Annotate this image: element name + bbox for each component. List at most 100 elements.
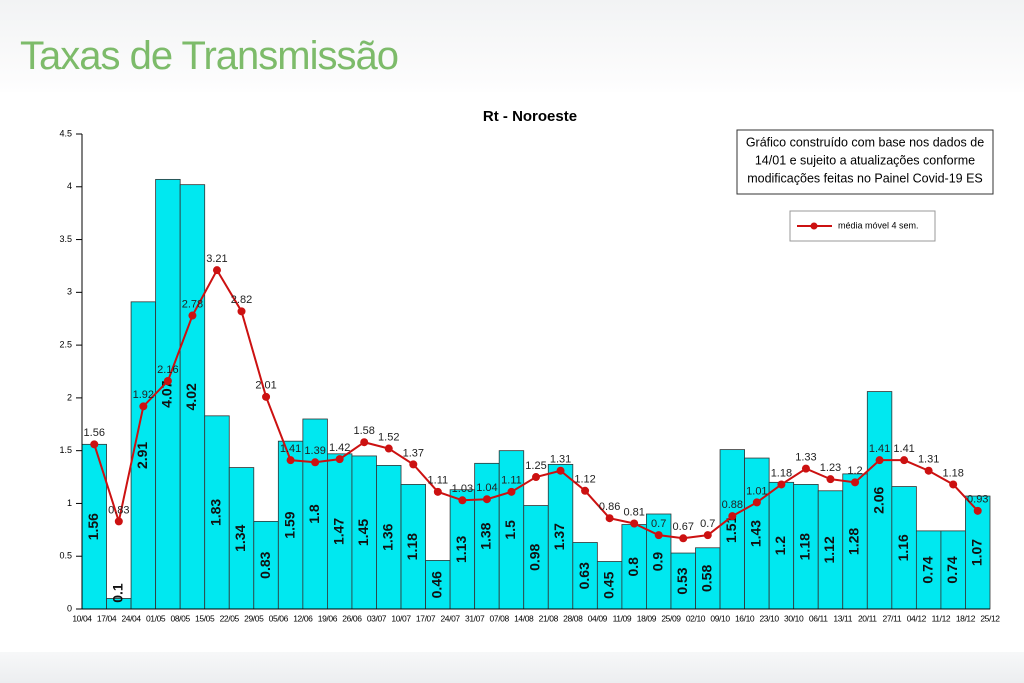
line-value-label: 1.25: [525, 460, 546, 472]
bar-value-label: 2.06: [870, 486, 886, 513]
x-tick-label: 10/07: [391, 613, 411, 623]
line-point: [900, 456, 909, 465]
bar-value-label: 0.45: [600, 571, 616, 598]
line-point: [679, 534, 688, 543]
bar: [523, 505, 549, 610]
bar-value-label: 0.9: [649, 552, 665, 572]
line-value-label: 0.7: [651, 518, 666, 530]
line-point: [556, 466, 565, 475]
bar-value-label: 0.83: [257, 551, 273, 578]
line-value-label: 1.58: [354, 425, 375, 437]
x-tick-label: 05/06: [269, 613, 289, 623]
bar: [179, 184, 206, 610]
line-value-label: 3.21: [206, 253, 227, 265]
bar-value-label: 1.45: [355, 519, 371, 546]
x-tick-label: 22/05: [220, 613, 240, 623]
line-point: [163, 377, 172, 385]
x-tick-label: 11/12: [932, 613, 951, 623]
bar: [572, 542, 598, 610]
x-tick-label: 16/10: [735, 613, 755, 623]
line-point: [384, 444, 393, 453]
bar-value-label: 1.83: [208, 499, 224, 526]
line-point: [409, 460, 418, 469]
line-point: [924, 466, 933, 475]
bar-value-label: 1.8: [306, 504, 322, 524]
line-point: [433, 487, 442, 496]
y-tick-label: 2.5: [59, 339, 72, 349]
bar-value-label: 0.63: [576, 562, 592, 589]
y-tick-label: 0.5: [59, 551, 72, 561]
line-value-label: 1.01: [746, 485, 767, 497]
y-tick-label: 3: [67, 287, 72, 297]
x-tick-label: 18/12: [956, 613, 976, 623]
bar-value-label: 1.07: [968, 539, 984, 566]
annotation-box: [736, 129, 994, 195]
y-tick-label: 3.5: [59, 234, 72, 244]
line-value-label: 1.42: [329, 442, 350, 454]
x-tick-label: 04/12: [907, 613, 927, 623]
y-tick-label: 1.5: [59, 445, 72, 455]
line-value-label: 0.81: [623, 506, 644, 518]
legend: [789, 210, 936, 242]
bar-value-label: 0.46: [429, 571, 445, 598]
line-value-label: 1.41: [893, 443, 914, 455]
line-value-label: 2.78: [182, 298, 203, 310]
line-point: [188, 311, 197, 320]
x-tick-label: 09/10: [710, 613, 730, 623]
line-point: [482, 495, 491, 504]
line-point: [90, 440, 99, 449]
bar-value-label: 1.16: [895, 534, 911, 561]
line-value-label: 1.18: [771, 467, 792, 479]
bar: [498, 450, 525, 610]
line-value-label: 1.12: [574, 474, 595, 486]
bar-value-label: 1.18: [404, 533, 420, 560]
bar-value-label: 0.58: [698, 565, 714, 592]
line-point: [703, 531, 712, 540]
bar-value-label: 1.37: [551, 523, 567, 550]
legend-label: média móvel 4 sem.: [838, 220, 919, 230]
bar: [302, 418, 328, 610]
bar: [400, 484, 426, 610]
line-point: [212, 266, 221, 275]
annotation-line: modificações feitas no Painel Covid-19 E…: [747, 171, 983, 185]
line-value-label: 1.31: [550, 454, 571, 466]
line-value-label: 1.56: [84, 427, 105, 439]
x-tick-label: 02/10: [686, 613, 706, 623]
bar-value-label: 0.74: [919, 556, 935, 583]
bar-value-label: 1.2: [772, 536, 788, 556]
x-tick-label: 24/04: [121, 613, 141, 623]
bar: [621, 524, 647, 610]
line-point: [752, 498, 761, 507]
line-point: [335, 455, 344, 464]
line-point: [630, 519, 639, 528]
line-value-label: 1.23: [820, 462, 841, 474]
line-point: [360, 438, 369, 447]
line-value-label: 1.92: [133, 389, 154, 401]
bar: [253, 520, 279, 610]
x-tick-label: 31/07: [465, 613, 485, 623]
line-value-label: 1.31: [918, 454, 939, 466]
x-tick-label: 29/05: [244, 613, 264, 623]
line-point: [237, 307, 246, 316]
bar-value-label: 1.12: [821, 536, 837, 563]
line-value-label: 1.11: [501, 475, 522, 487]
line-value-label: 0.88: [722, 499, 743, 511]
bar: [719, 449, 745, 610]
line-value-label: 1.39: [304, 445, 325, 457]
bar: [866, 391, 893, 610]
line-value-label: 2.16: [157, 364, 178, 376]
bar-value-label: 1.56: [85, 513, 101, 540]
bar: [449, 489, 476, 610]
x-tick-label: 17/04: [97, 613, 117, 623]
line-point: [581, 486, 590, 495]
x-tick-label: 07/08: [490, 613, 510, 623]
line-value-label: 0.93: [967, 494, 988, 506]
x-tick-label: 01/05: [146, 613, 166, 623]
line-point: [728, 512, 737, 521]
y-tick-label: 4.5: [59, 128, 72, 138]
line-point: [114, 517, 123, 526]
line-point: [654, 531, 663, 540]
bar-value-label: 1.47: [330, 518, 346, 545]
line-point: [262, 392, 271, 401]
